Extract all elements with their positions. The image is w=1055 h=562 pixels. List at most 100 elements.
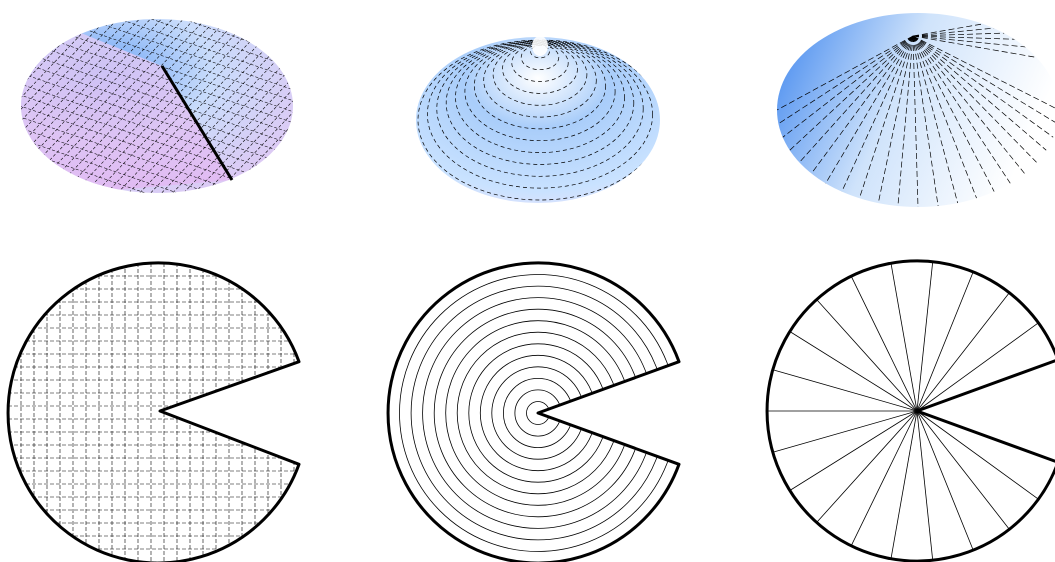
cone-grid-line-b bbox=[21, 120, 293, 193]
cone-ray bbox=[912, 35, 959, 204]
radial-ray bbox=[916, 410, 1010, 530]
cone-ray bbox=[912, 35, 995, 192]
disk-outline-grid bbox=[6, 261, 301, 562]
cone-ring bbox=[511, 44, 569, 82]
cone-grid-line-a bbox=[0, 10, 5, 200]
cone-grid-line-b bbox=[21, 19, 293, 111]
cone-ray bbox=[912, 35, 1025, 174]
cone-ray bbox=[782, 35, 914, 138]
cone-ray bbox=[811, 35, 914, 174]
cone-ring bbox=[483, 42, 597, 118]
radial-ray bbox=[890, 263, 918, 412]
cone-ray bbox=[859, 35, 914, 199]
cone-grid-line-b bbox=[0, 264, 320, 374]
cone-grid-line-a bbox=[99, 19, 281, 193]
radial-ray bbox=[916, 322, 1039, 412]
radial-ray bbox=[916, 410, 934, 561]
cone-with-radial-lines bbox=[777, 13, 1055, 207]
radial-ray bbox=[850, 410, 918, 546]
cone-grid-line-b bbox=[21, 43, 293, 155]
cone-grid-line-b bbox=[0, 308, 320, 418]
cone-grid-line-b bbox=[0, 242, 320, 352]
cone-grid-line-b bbox=[0, 275, 320, 385]
cone-apex-highlight bbox=[532, 36, 548, 56]
cone-grid-line-b bbox=[21, 54, 293, 166]
cone-ray bbox=[912, 35, 939, 207]
cone-grid-line-a bbox=[22, 19, 204, 193]
cone-ray bbox=[912, 35, 1055, 111]
cone-grid-line-b bbox=[21, 131, 293, 193]
cone-grid-line-b bbox=[21, 142, 293, 193]
cone-grid-line-a bbox=[21, 19, 171, 193]
flat-disk-radial-lines bbox=[765, 259, 1055, 562]
cone-grid-line-a bbox=[44, 19, 226, 193]
cone-grid-line-a bbox=[154, 19, 293, 193]
cone-grid-line-a bbox=[55, 19, 237, 193]
radial-ray bbox=[916, 261, 934, 412]
disk-outline-circles bbox=[386, 261, 681, 562]
cone-ray bbox=[912, 35, 1054, 138]
cone-grid-line-b bbox=[21, 19, 293, 78]
flat-disk-concentric-circles bbox=[386, 261, 681, 562]
cone-grid-line-a bbox=[121, 19, 293, 193]
cone-with-concentric-circles bbox=[416, 36, 660, 203]
cone-ring bbox=[473, 42, 607, 130]
cone-grid-line-a bbox=[21, 19, 182, 193]
radial-ray bbox=[916, 410, 1039, 500]
cone-grid-line-a bbox=[21, 19, 193, 193]
cone-grid-line-b bbox=[21, 19, 293, 100]
cone-grid-line-a bbox=[33, 19, 215, 193]
cone-cut-seam bbox=[160, 65, 234, 181]
cone-ray-back bbox=[912, 13, 1055, 37]
radial-ray bbox=[916, 410, 974, 551]
cone-ray bbox=[789, 35, 914, 151]
cone-ray bbox=[912, 35, 1047, 151]
cone-grid-line-a bbox=[198, 19, 293, 193]
radial-ray bbox=[916, 292, 1010, 412]
cone-grid-line-b bbox=[21, 32, 293, 144]
radial-ray bbox=[916, 271, 974, 412]
radial-ray bbox=[772, 369, 918, 412]
radial-ray bbox=[789, 410, 918, 491]
cone-grid-line-b bbox=[0, 341, 320, 451]
cone-ray bbox=[912, 35, 1011, 184]
radial-ray bbox=[789, 331, 918, 412]
cone-ray-back bbox=[912, 35, 1055, 55]
cone-ray bbox=[912, 35, 977, 199]
cone-grid-line-a bbox=[77, 19, 259, 193]
cone-ray bbox=[841, 35, 914, 192]
cone-grid-line-b bbox=[0, 330, 320, 440]
cone-with-grid-and-cut bbox=[0, 0, 320, 451]
cone-grid-line-a bbox=[176, 19, 293, 193]
radial-ray bbox=[890, 410, 918, 559]
cone-grid-line-b bbox=[0, 253, 320, 363]
cone-grid-line-a bbox=[21, 19, 138, 193]
cone-grid-line-b bbox=[0, 231, 320, 341]
cone-grid-line-a bbox=[21, 19, 149, 193]
radial-ray bbox=[850, 276, 918, 412]
cone-ring bbox=[445, 41, 635, 165]
disk-outline-rays bbox=[765, 259, 1055, 562]
cone-ray bbox=[877, 35, 914, 204]
radial-ray bbox=[816, 299, 918, 412]
cone-grid-line-b bbox=[21, 186, 293, 193]
flat-disk-grid bbox=[6, 261, 301, 562]
radial-ray bbox=[772, 410, 918, 453]
cone-grid-line-a bbox=[187, 19, 293, 193]
cone-ray bbox=[777, 35, 914, 111]
cone-grid-line-a bbox=[132, 19, 293, 193]
cone-grid-line-b bbox=[0, 0, 320, 11]
cone-grid-line-b bbox=[21, 109, 293, 193]
cone-grid-line-a bbox=[0, 10, 16, 200]
cone-ray bbox=[912, 35, 919, 207]
cone-ray bbox=[912, 35, 1037, 163]
cone-grid-line-a bbox=[165, 19, 293, 193]
cone-ray bbox=[897, 35, 914, 207]
cone-grid-line-a bbox=[21, 19, 116, 193]
cone-grid-line-a bbox=[21, 19, 127, 193]
cone-grid-line-a bbox=[88, 19, 270, 193]
cone-grid-line-b bbox=[21, 19, 293, 89]
cone-ray bbox=[912, 35, 1055, 125]
cone-grid-line-b bbox=[21, 19, 293, 23]
